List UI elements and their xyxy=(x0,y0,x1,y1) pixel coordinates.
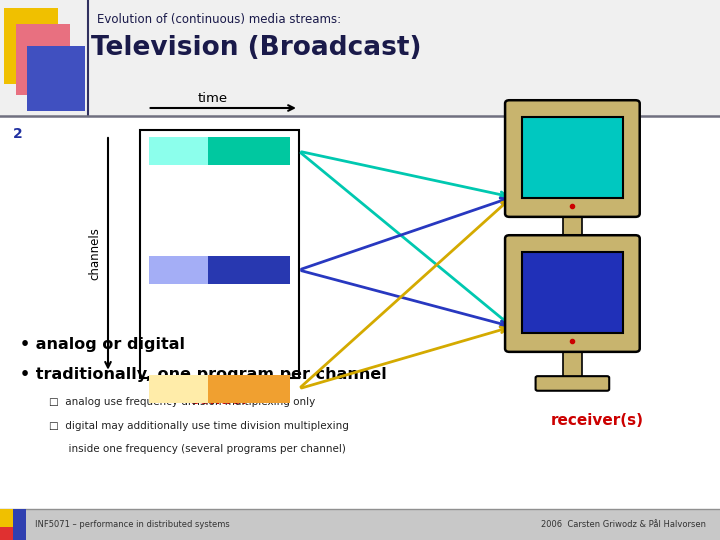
Text: □  analog use frequency division multiplexing only: □ analog use frequency division multiple… xyxy=(49,397,315,407)
Text: 2006  Carsten Griwodz & Pål Halvorsen: 2006 Carsten Griwodz & Pål Halvorsen xyxy=(541,520,706,529)
Bar xyxy=(0,509,720,540)
Bar xyxy=(140,130,299,378)
Bar xyxy=(0,0,720,116)
Bar xyxy=(13,509,26,540)
Text: INF5071 – performance in distributed systems: INF5071 – performance in distributed sys… xyxy=(35,520,229,529)
Bar xyxy=(149,137,208,165)
Bar xyxy=(16,24,70,94)
Text: receiver(s): receiver(s) xyxy=(551,413,644,428)
Bar xyxy=(0,526,13,540)
Text: • analog or digital: • analog or digital xyxy=(20,338,185,353)
Bar xyxy=(149,375,208,403)
Bar xyxy=(563,349,582,378)
Bar xyxy=(522,252,623,333)
Bar xyxy=(0,509,13,526)
Text: □  digital may additionally use time division multiplexing: □ digital may additionally use time divi… xyxy=(49,421,348,431)
Bar xyxy=(4,8,58,84)
Text: sender: sender xyxy=(190,392,249,407)
Text: inside one frequency (several programs per channel): inside one frequency (several programs p… xyxy=(49,444,346,454)
Bar xyxy=(149,137,290,165)
FancyBboxPatch shape xyxy=(505,100,640,217)
Bar xyxy=(149,375,290,403)
FancyBboxPatch shape xyxy=(536,241,609,256)
FancyBboxPatch shape xyxy=(505,235,640,352)
Bar xyxy=(563,214,582,243)
FancyBboxPatch shape xyxy=(536,376,609,391)
Bar xyxy=(149,256,208,284)
Bar xyxy=(522,117,623,198)
Text: Television (Broadcast): Television (Broadcast) xyxy=(91,35,422,61)
Text: 2: 2 xyxy=(13,127,23,141)
Bar xyxy=(149,256,290,284)
Text: Evolution of (continuous) media streams:: Evolution of (continuous) media streams: xyxy=(97,14,341,26)
Text: time: time xyxy=(197,92,228,105)
Text: • traditionally, one program per channel: • traditionally, one program per channel xyxy=(20,367,387,382)
Bar xyxy=(27,46,85,111)
Text: channels: channels xyxy=(89,227,102,280)
